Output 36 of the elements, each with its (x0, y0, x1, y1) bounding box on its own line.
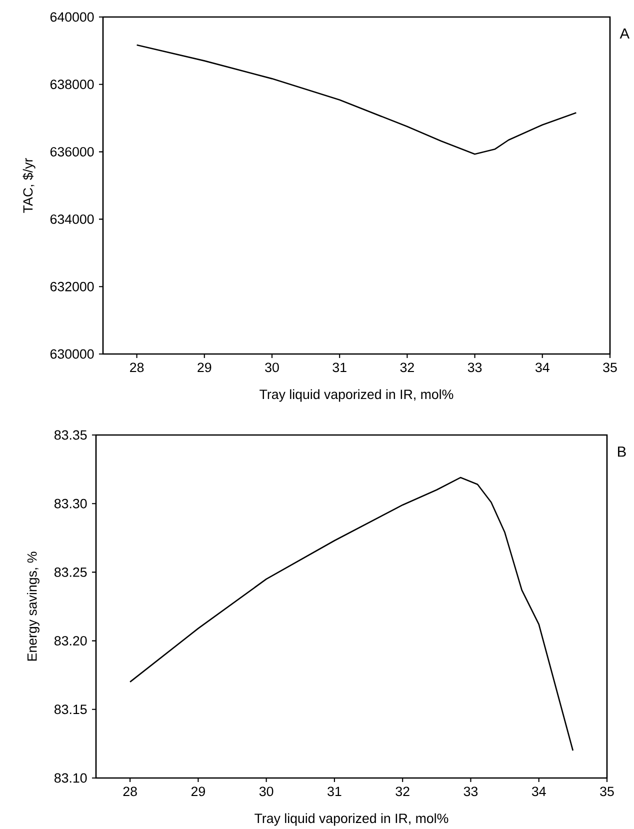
x-tick-label: 29 (191, 786, 205, 796)
y-tick-label: 83.10 (54, 773, 87, 783)
y-tick-label: 636000 (50, 147, 94, 157)
x-tick-label: 31 (328, 786, 342, 796)
x-tick-label: 31 (332, 362, 346, 372)
y-tick-label: 632000 (50, 282, 94, 292)
line-series (129, 476, 574, 752)
text: A (620, 28, 630, 39)
x-axis-title: Tray liquid vaporized in IR, mol% (254, 813, 448, 826)
x-tick-label: 33 (464, 786, 478, 796)
y-tick-label: 640000 (50, 12, 94, 22)
y-tick-label: 83.25 (54, 567, 87, 577)
x-tick-label: 28 (130, 362, 144, 372)
y-axis-title: Energy savings, % (27, 552, 40, 661)
y-axis-title: TAC, $/yr (22, 158, 36, 213)
text: B (618, 446, 626, 457)
x-tick-label: 33 (468, 362, 482, 372)
x-tick-label: 32 (400, 362, 414, 372)
x-axis-title: Tray liquid vaporized in IR, mol% (260, 389, 454, 402)
line-series (136, 44, 577, 155)
x-tick-label: 30 (259, 786, 274, 796)
x-tick-label: 34 (532, 786, 546, 796)
x-tick-label: 35 (603, 362, 617, 372)
x-tick-label: 29 (198, 362, 212, 372)
x-tick-label: 32 (396, 786, 410, 796)
y-tick-label: 83.35 (54, 430, 87, 440)
y-tick-label: 630000 (50, 349, 94, 359)
x-tick-label: 35 (600, 786, 614, 796)
x-tick-label: 30 (265, 362, 279, 372)
x-tick-label: 28 (123, 786, 137, 796)
y-tick-label: 83.15 (54, 704, 87, 714)
x-tick-label: 34 (535, 362, 550, 372)
y-tick-label: 638000 (50, 80, 94, 90)
y-tick-label: 83.20 (54, 636, 87, 646)
y-tick-label: 83.30 (54, 498, 87, 508)
y-tick-label: 634000 (50, 214, 94, 224)
